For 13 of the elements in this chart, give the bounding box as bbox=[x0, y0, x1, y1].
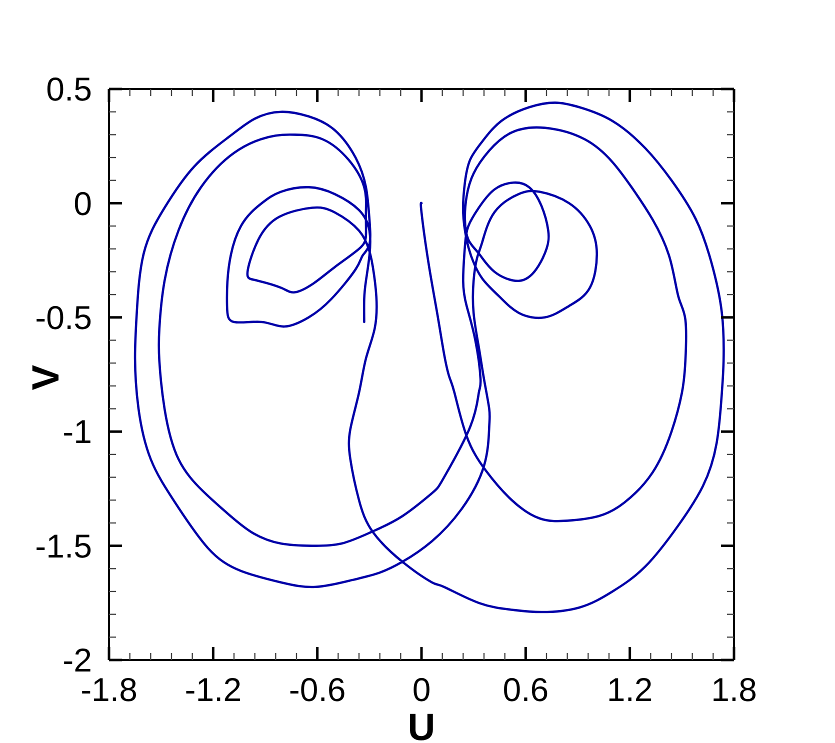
y-tick-label: -0.5 bbox=[35, 298, 92, 336]
y-tick-label: 0.5 bbox=[46, 70, 92, 108]
x-tick-label: 1.2 bbox=[606, 671, 653, 708]
x-axis-title: U bbox=[408, 707, 436, 743]
x-tick-label: 1.8 bbox=[711, 671, 757, 708]
y-axis-title: V bbox=[25, 364, 68, 390]
x-tick-label: 0 bbox=[412, 671, 431, 708]
y-tick-label: -1.5 bbox=[35, 527, 92, 564]
y-tick-label: 0 bbox=[74, 184, 92, 222]
x-tick-label: -0.6 bbox=[288, 671, 346, 708]
x-tick-label: -1.2 bbox=[184, 671, 242, 708]
x-tick-label: 0.6 bbox=[502, 671, 549, 708]
y-tick-label: -1 bbox=[62, 413, 92, 450]
